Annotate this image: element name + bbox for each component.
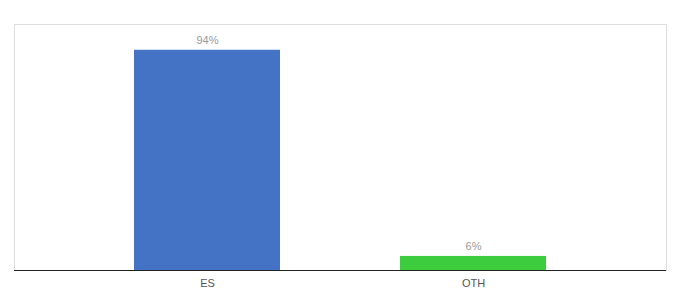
svg-text:ES: ES: [200, 277, 215, 289]
svg-text:6%: 6%: [466, 240, 482, 252]
svg-text:94%: 94%: [196, 34, 218, 46]
svg-text:OTH: OTH: [462, 277, 485, 289]
